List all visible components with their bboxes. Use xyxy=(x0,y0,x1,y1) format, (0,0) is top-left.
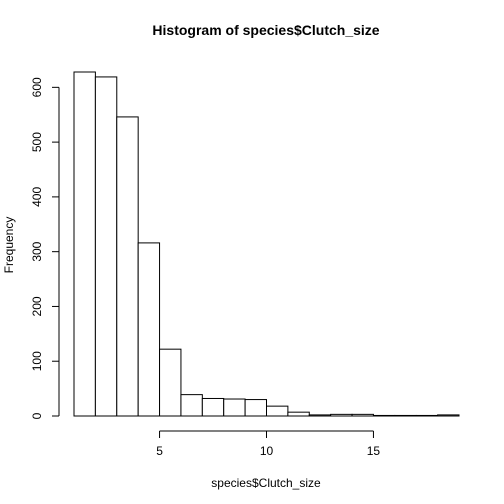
y-tick-label: 300 xyxy=(30,241,44,261)
histogram-bar xyxy=(437,414,460,417)
y-axis-label: Frequency xyxy=(2,217,16,274)
y-tick-label: 200 xyxy=(30,296,44,316)
histogram-bar xyxy=(116,116,139,417)
histogram-bar xyxy=(287,411,310,417)
y-tick-label: 0 xyxy=(30,412,44,419)
x-tick-label: 10 xyxy=(260,444,274,458)
histogram-bar xyxy=(351,413,374,417)
bars-group xyxy=(73,71,460,417)
histogram-bar xyxy=(266,405,289,417)
x-tick-label: 15 xyxy=(367,444,381,458)
histogram-bar xyxy=(73,71,96,417)
histogram-bar xyxy=(223,398,246,417)
histogram-bar xyxy=(201,397,225,417)
histogram-bar xyxy=(394,414,417,417)
histogram-bar xyxy=(137,242,161,417)
x-axis-label: species$Clutch_size xyxy=(211,476,321,490)
y-tick-label: 100 xyxy=(30,351,44,371)
y-tick-label: 500 xyxy=(30,132,44,152)
histogram-bar xyxy=(308,414,332,417)
histogram-bar xyxy=(180,394,203,417)
histogram-bar xyxy=(330,413,353,417)
histogram-bar xyxy=(415,414,439,417)
histogram-bar xyxy=(94,76,118,417)
y-tick-label: 600 xyxy=(30,77,44,97)
chart-title: Histogram of species$Clutch_size xyxy=(152,22,379,38)
y-axis: 0 100 200 300 400 500 600 xyxy=(30,77,60,419)
x-tick-label: 5 xyxy=(156,444,163,458)
y-tick-label: 400 xyxy=(30,187,44,207)
histogram-bar xyxy=(244,399,268,417)
x-axis: 5 10 15 xyxy=(156,430,381,458)
histogram-bar xyxy=(159,348,182,417)
histogram-bar xyxy=(372,414,396,417)
